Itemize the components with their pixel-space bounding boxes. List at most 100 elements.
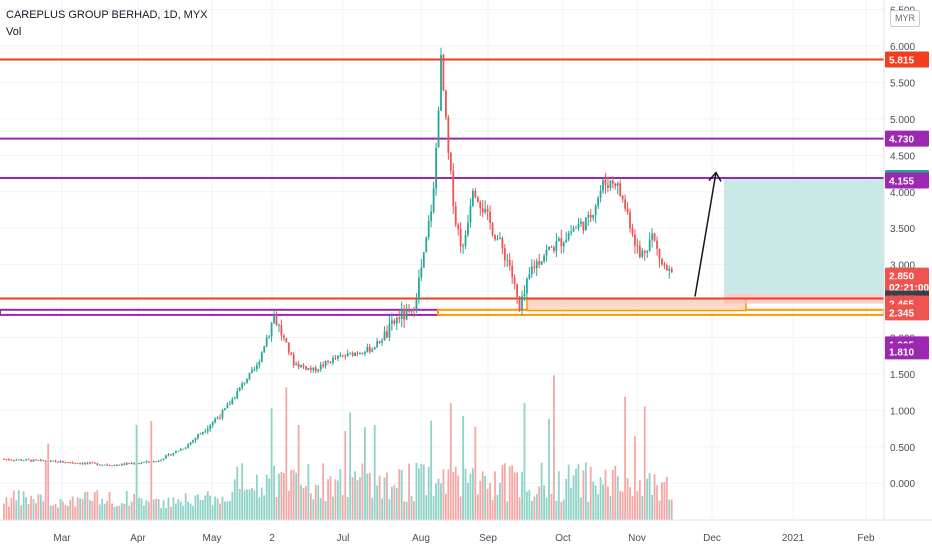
- candle-body: [265, 337, 268, 347]
- volume-bar: [607, 486, 609, 520]
- candle-body: [27, 459, 30, 461]
- candle-body: [199, 433, 202, 435]
- currency-button[interactable]: MYR: [890, 10, 920, 27]
- volume-bar: [597, 494, 600, 520]
- candle-body: [388, 323, 391, 338]
- candle-body: [211, 422, 214, 426]
- volume-bar: [197, 494, 199, 520]
- price-tag-label: 5.815: [889, 56, 914, 67]
- volume-bar: [327, 479, 329, 520]
- target-zone: [724, 177, 884, 294]
- price-tag-label: 4.730: [889, 135, 914, 146]
- volume-bar: [231, 491, 234, 520]
- candle-body: [626, 208, 629, 213]
- volume-bar: [609, 495, 612, 520]
- volume-bar: [172, 497, 175, 520]
- candle-body: [307, 367, 310, 370]
- volume-bar: [145, 499, 148, 520]
- candle-body: [417, 277, 420, 299]
- candle-body: [386, 331, 388, 338]
- volume-bar: [420, 463, 423, 520]
- volume-bar: [616, 476, 619, 520]
- arrow-head: [708, 171, 722, 182]
- volume-bar: [280, 471, 283, 520]
- volume-bar: [577, 463, 580, 520]
- volume-bar: [194, 495, 197, 520]
- candle-body: [668, 268, 671, 271]
- candle-body: [427, 220, 430, 238]
- volume-bar: [103, 503, 106, 520]
- volume-bar: [228, 501, 231, 520]
- candle-body: [15, 459, 18, 461]
- candle-body: [376, 341, 379, 348]
- volume-bar: [179, 501, 182, 520]
- candle-body: [128, 463, 131, 464]
- candle-body: [66, 462, 69, 463]
- candle-body: [371, 349, 374, 352]
- volume-bar: [147, 501, 150, 520]
- volume-bar: [71, 496, 74, 520]
- y-tick-label: 0.000: [890, 479, 915, 490]
- candle-body: [317, 369, 320, 372]
- candle-body: [305, 366, 307, 370]
- candle-body: [572, 228, 575, 232]
- candle-body: [10, 459, 13, 461]
- candle-body: [140, 462, 143, 464]
- volume-bar: [653, 474, 656, 520]
- candle-body: [653, 233, 656, 241]
- volume-bar: [204, 495, 207, 520]
- candle-body: [197, 434, 199, 439]
- volume-bar: [452, 471, 455, 520]
- volume-bar: [113, 506, 116, 520]
- volume-bar: [413, 501, 415, 520]
- candle-body: [557, 238, 560, 242]
- volume-bar: [285, 387, 288, 520]
- candle-body: [636, 245, 639, 247]
- volume-bar: [106, 500, 109, 520]
- volume-bar: [226, 501, 229, 520]
- candle-body: [113, 464, 116, 466]
- volume-bar: [484, 476, 487, 520]
- candle-body: [172, 453, 175, 456]
- candle-body: [354, 352, 356, 356]
- candle-body: [410, 309, 413, 312]
- volume-bar: [329, 476, 332, 520]
- candle-body: [339, 355, 342, 357]
- candle-body: [621, 195, 624, 200]
- x-tick-label: Nov: [628, 533, 646, 544]
- candle-body: [20, 459, 23, 461]
- candle-body: [550, 246, 553, 248]
- volume-bar: [93, 492, 96, 520]
- price-tag: [885, 343, 929, 360]
- candle-body: [209, 425, 212, 429]
- volume-bar: [403, 501, 406, 520]
- candle-body: [553, 247, 555, 252]
- volume-bar: [42, 501, 45, 520]
- price-tag-label: 1.810: [889, 347, 914, 358]
- candle-body: [535, 261, 538, 269]
- volume-bar: [636, 491, 639, 520]
- volume-bar: [592, 481, 595, 520]
- candle-body: [273, 315, 275, 323]
- volume-bar: [629, 487, 631, 520]
- volume-bar: [243, 490, 246, 520]
- candle-body: [567, 233, 570, 240]
- volume-bar: [162, 500, 165, 520]
- volume-bar: [415, 462, 418, 520]
- price-tag: [885, 51, 929, 68]
- candle-body: [457, 224, 460, 229]
- candle-body: [145, 461, 148, 463]
- candle-body: [248, 372, 251, 380]
- volume-bar: [665, 476, 668, 520]
- candle-body: [32, 459, 35, 462]
- candle-body: [238, 387, 241, 392]
- volume-bar: [12, 490, 15, 520]
- volume-bar: [81, 499, 84, 520]
- volume-bar: [366, 473, 369, 520]
- y-tick-label: 5.000: [890, 115, 915, 126]
- volume-bar: [10, 497, 13, 520]
- volume-bar: [184, 493, 187, 520]
- price-tag-label: 2.345: [889, 308, 914, 319]
- volume-bar: [570, 488, 573, 520]
- candle-body: [646, 251, 649, 253]
